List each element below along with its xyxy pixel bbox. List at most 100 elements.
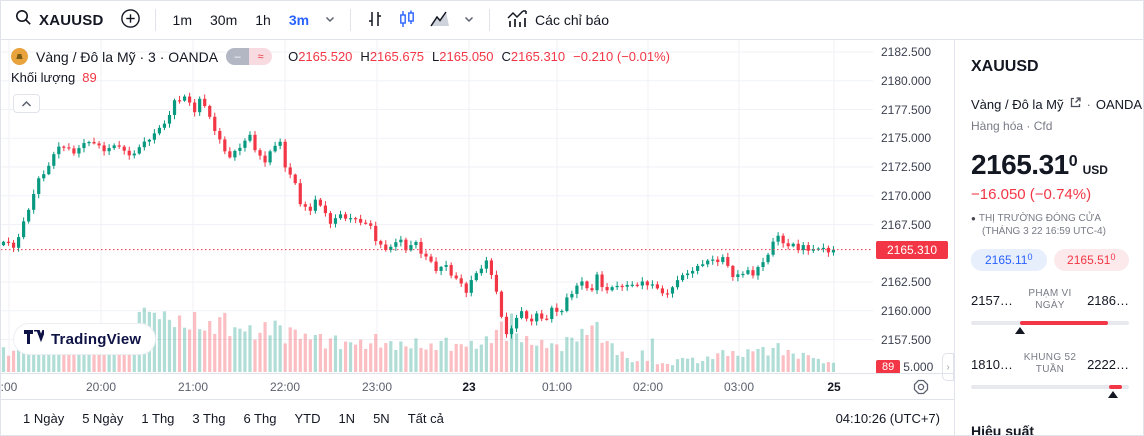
panel-expand-handle[interactable]: › xyxy=(942,353,954,381)
symbol-search[interactable]: XAUUSD xyxy=(9,5,114,35)
status-time: (THÁNG 3 22 16:59 UTC-4) xyxy=(982,226,1106,237)
ask-pill: 2165.51 0 xyxy=(1053,249,1129,271)
range-button-5[interactable]: YTD xyxy=(286,405,328,432)
range-button-4[interactable]: 6 Thg xyxy=(235,405,284,432)
tradingview-mark-icon xyxy=(24,328,46,349)
interval-30m[interactable]: 30m xyxy=(201,7,246,33)
price-main: 2165.31 xyxy=(971,149,1069,180)
week52-range-bar xyxy=(971,385,1129,389)
tradingview-logo[interactable]: TradingView xyxy=(14,324,156,354)
pane-collapse-button[interactable] xyxy=(13,94,40,113)
chart-legend: Vàng / Đô la Mỹ · 3 · OANDA – ≈ O2165.52… xyxy=(11,48,670,65)
gear-icon xyxy=(913,379,929,395)
week52-range-row: 1810… KHUNG 52 TUẦN 2222… xyxy=(971,352,1129,376)
high-value: 2165.675 xyxy=(369,49,425,64)
symbol-label: XAUUSD xyxy=(39,11,104,29)
volume-pane-value: 89 xyxy=(82,70,97,85)
triangle-marker-icon xyxy=(1014,327,1025,334)
approx-icon[interactable]: ≈ xyxy=(249,48,273,65)
day-range-high: 2186… xyxy=(1087,292,1129,308)
triangle-marker-icon xyxy=(1108,391,1119,398)
range-button-8[interactable]: Tất cả xyxy=(400,405,452,432)
range-button-1[interactable]: 5 Ngày xyxy=(74,405,131,432)
interval-1h[interactable]: 1h xyxy=(246,7,280,33)
partial-price-tick: 5.000 xyxy=(903,360,934,375)
bars-style-button[interactable] xyxy=(359,5,391,36)
close-label: C xyxy=(501,49,511,64)
time-axis[interactable]: :00 20:00 21:00 22:00 23:00 23 01:00 02:00 03:00… xyxy=(1,373,954,399)
high-label: H xyxy=(360,49,370,64)
candlestick-chart[interactable] xyxy=(1,40,873,373)
day-range-low: 2157… xyxy=(971,292,1013,308)
axis-settings-button[interactable] xyxy=(913,379,929,400)
area-style-button[interactable] xyxy=(423,5,457,36)
search-icon xyxy=(15,9,32,31)
current-price: 2165.31 0 USD xyxy=(971,149,1129,181)
price-tick: 2167.500 xyxy=(881,217,932,232)
time-tick: 25 xyxy=(827,380,841,394)
style-menu-button[interactable] xyxy=(457,9,481,32)
price-tick: 2180.000 xyxy=(881,73,932,88)
toolbar-divider xyxy=(154,9,156,31)
bid-ask-row: 2165.11 0 2165.51 0 xyxy=(971,249,1129,271)
bars-style-icon xyxy=(365,9,385,32)
external-link-icon[interactable] xyxy=(1069,96,1082,112)
toolbar-divider xyxy=(350,9,352,31)
time-tick: 22:00 xyxy=(269,380,301,394)
day-range-marker xyxy=(971,327,1129,335)
market-status: ● THỊ TRƯỜNG ĐÓNG CỬA (THÁNG 3 22 16:59 U… xyxy=(971,212,1129,238)
chevron-up-icon xyxy=(21,95,32,113)
quote-panel: XAUUSD Vàng / Đô la Mỹ · OANDA Hàng hóa … xyxy=(954,40,1143,436)
interval-3m[interactable]: 3m xyxy=(280,7,318,33)
week52-high: 2222… xyxy=(1087,356,1129,372)
chevron-right-icon: › xyxy=(946,361,950,373)
dot-separator: · xyxy=(1086,96,1091,112)
time-tick: 23:00 xyxy=(361,380,393,394)
chevron-down-icon xyxy=(324,13,336,28)
instrument-name[interactable]: Vàng / Đô la Mỹ xyxy=(971,96,1064,112)
candles-style-button[interactable] xyxy=(391,5,423,36)
time-tick: 20:00 xyxy=(85,380,117,394)
price-tick: 2182.500 xyxy=(881,45,932,59)
interval-menu-button[interactable] xyxy=(318,9,342,32)
price-axis[interactable]: 2165.310 89 5.000 2182.500 2180.000 2177.5… xyxy=(873,40,954,375)
compare-add-button[interactable] xyxy=(114,4,147,36)
week52-low: 1810… xyxy=(971,356,1013,372)
price-tick: 2172.500 xyxy=(881,160,932,174)
tradingview-wordmark: TradingView xyxy=(51,330,142,348)
instrument-logo-icon xyxy=(11,48,28,65)
minus-icon[interactable]: – xyxy=(226,48,250,65)
price-change: −16.050 (−0.74%) xyxy=(971,186,1092,203)
time-tick: 23 xyxy=(462,380,476,394)
performance-title: Hiệu suất xyxy=(971,423,1035,436)
bid-value: 2165.11 xyxy=(984,253,1028,267)
panel-instrument-row: Vàng / Đô la Mỹ · OANDA xyxy=(971,96,1142,112)
indicators-button[interactable]: Các chỉ báo xyxy=(498,4,617,37)
range-button-0[interactable]: 1 Ngày xyxy=(15,405,72,432)
low-label: L xyxy=(432,49,440,64)
day-range-row: 2157… PHẠM VI NGÀY 2186… xyxy=(971,288,1129,312)
price-currency: USD xyxy=(1082,163,1108,177)
interval-1m[interactable]: 1m xyxy=(164,7,201,33)
open-value: 2165.520 xyxy=(298,49,353,64)
timezone-clock[interactable]: 04:10:26 (UTC+7) xyxy=(835,411,940,426)
range-button-7[interactable]: 5N xyxy=(365,405,398,432)
volume-value-badge: 89 xyxy=(876,360,901,375)
price-tick: 2177.500 xyxy=(881,102,932,117)
time-tick: 01:00 xyxy=(541,380,573,394)
ohlc-values: O2165.520 H2165.675 L2165.050 C2165.310 … xyxy=(288,49,670,64)
legend-title[interactable]: Vàng / Đô la Mỹ · 3 · OANDA xyxy=(36,48,219,65)
range-button-2[interactable]: 1 Thg xyxy=(133,405,182,432)
range-button-3[interactable]: 3 Thg xyxy=(184,405,233,432)
legend-toggle-pill[interactable]: – ≈ xyxy=(226,48,273,65)
status-dot-icon: ● xyxy=(971,214,976,223)
status-text: THỊ TRƯỜNG ĐÓNG CỬA xyxy=(978,213,1101,224)
last-price-tag: 2165.310 xyxy=(876,240,948,259)
time-tick: :00 xyxy=(0,380,18,394)
time-tick: 02:00 xyxy=(632,380,664,394)
instrument-meta: Hàng hóa · Cfd xyxy=(971,119,1053,133)
range-button-6[interactable]: 1N xyxy=(330,405,363,432)
volume-pane-label[interactable]: Khối lượng xyxy=(11,70,76,85)
open-label: O xyxy=(288,49,299,64)
